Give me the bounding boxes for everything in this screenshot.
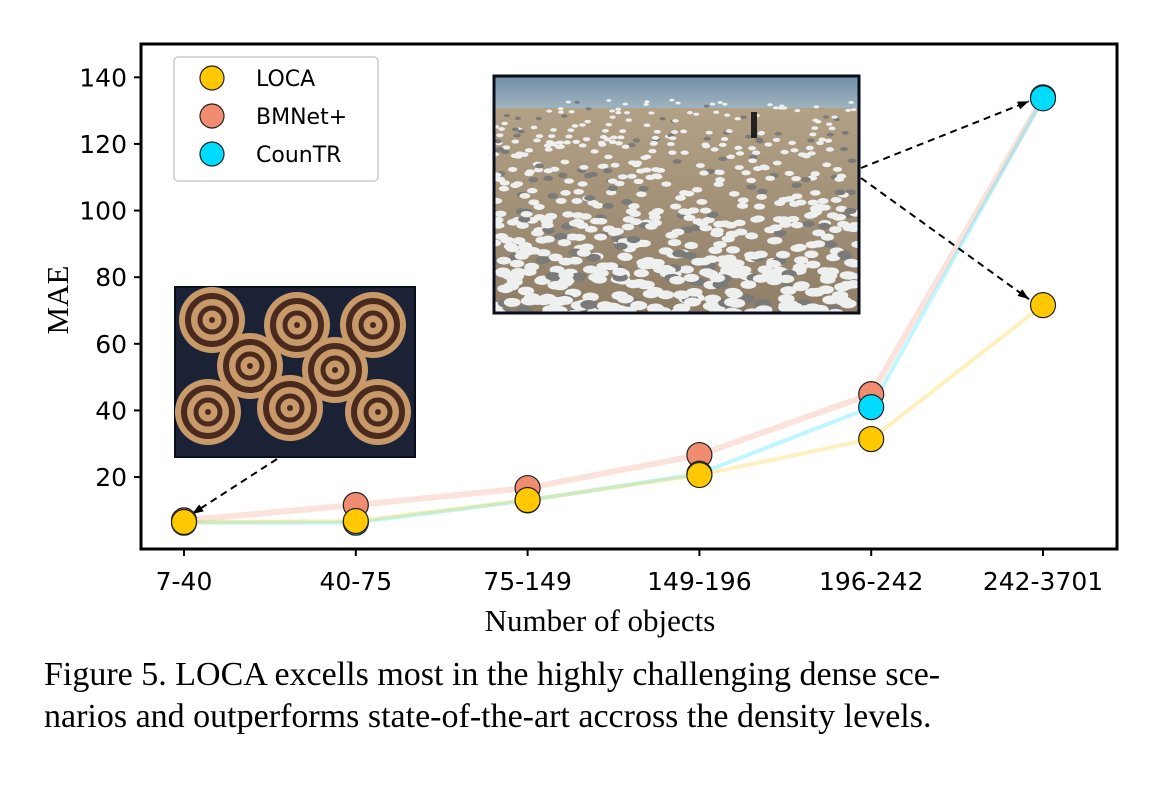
legend-label: BMNet+ (256, 105, 347, 130)
inset-image-seagulls (494, 76, 859, 313)
series-line-countr (184, 97, 1045, 525)
data-point-loca (170, 508, 198, 536)
y-tick-label: 140 (79, 63, 127, 92)
data-point-countr (1029, 85, 1057, 112)
data-point-loca (342, 507, 369, 535)
annotation-arrow (191, 458, 278, 515)
series-lines (183, 95, 1046, 525)
legend-marker (199, 103, 225, 129)
annotation-arrow (860, 177, 1030, 300)
data-point-countr (858, 393, 885, 421)
series-line-loca (183, 303, 1045, 525)
x-tick-label: 7-40 (156, 567, 213, 596)
legend-label: LOCA (256, 67, 315, 92)
x-tick-label: 242-3701 (983, 567, 1103, 596)
y-tick-label: 120 (79, 130, 127, 159)
y-tick-label: 100 (79, 197, 127, 226)
y-tick-label: 20 (95, 463, 127, 492)
arrow-head (1017, 101, 1029, 110)
figure-caption: Figure 5. LOCA excells most in the highl… (44, 654, 1124, 738)
annotations (174, 74, 1030, 515)
x-tick-label: 149-196 (647, 567, 751, 596)
legend-marker (199, 65, 225, 91)
series-points (170, 84, 1057, 536)
legend-box (173, 56, 379, 182)
legend: LOCA BMNet+ CounTR (173, 56, 379, 182)
x-axis-label: Number of objects (485, 603, 716, 638)
caption-line-1: Figure 5. LOCA excells most in the highl… (44, 656, 941, 693)
arrow-head (1017, 289, 1029, 300)
y-tick-label: 40 (95, 396, 127, 425)
arrow-head (192, 504, 204, 515)
axes: 20 40 60 80 100 120 140 7-40 40-75 75-149 149-196 1… (79, 63, 1103, 596)
series-line-bmnet (183, 95, 1046, 524)
y-axis-label: MAE (40, 266, 75, 335)
y-tick-label: 60 (95, 330, 127, 359)
data-point-loca (686, 461, 713, 489)
y-tick-label: 80 (95, 263, 127, 292)
x-tick-label: 196-242 (819, 567, 923, 596)
legend-marker (199, 141, 225, 167)
legend-label: CounTR (256, 143, 341, 168)
x-tick-label: 75-149 (483, 567, 572, 596)
data-point-loca (514, 486, 541, 514)
caption-line-2: narios and outperforms state-of-the-art … (44, 698, 932, 735)
annotation-arrow (860, 100, 1030, 169)
data-point-loca (858, 425, 885, 453)
plot-frame (139, 42, 1119, 551)
inset-image-cinnamon-rolls (174, 286, 416, 458)
x-tick-label: 40-75 (319, 567, 392, 596)
data-point-loca (1029, 292, 1057, 319)
inset-frame (492, 74, 861, 315)
